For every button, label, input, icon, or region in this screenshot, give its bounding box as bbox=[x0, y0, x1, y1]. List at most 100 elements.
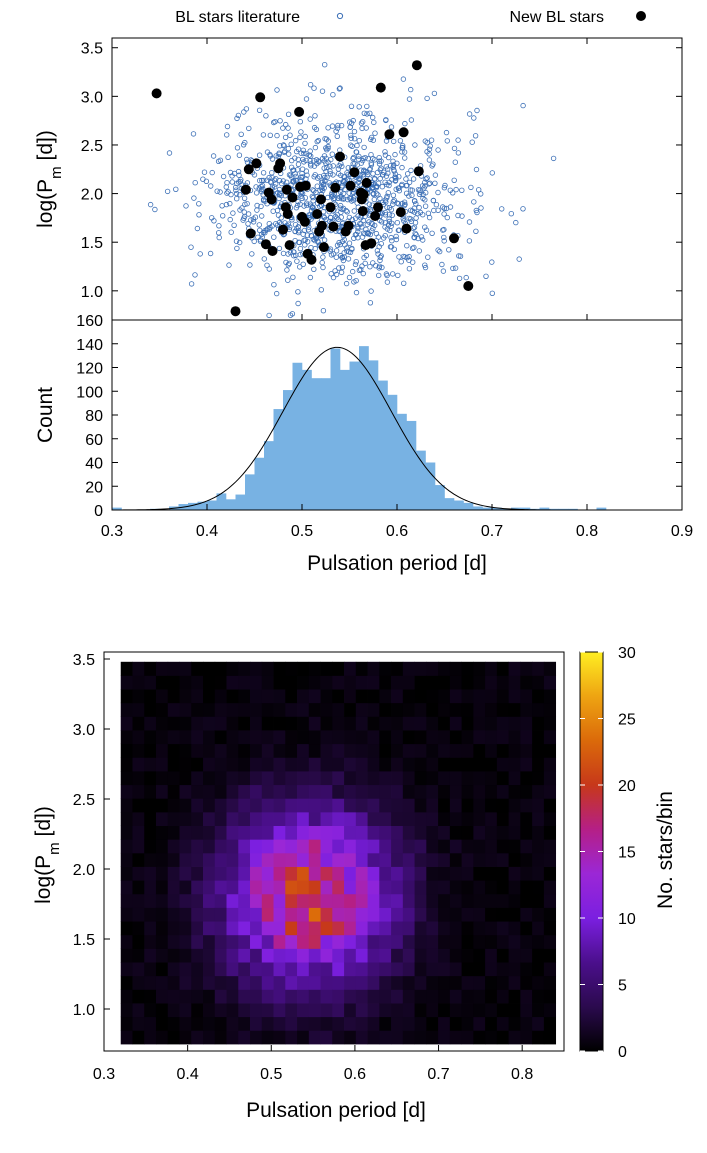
heatmap-cell bbox=[461, 757, 474, 772]
heatmap-cell bbox=[332, 975, 345, 990]
scatter-point-literature bbox=[442, 182, 448, 189]
heatmap-cell bbox=[203, 1016, 216, 1031]
heatmap-cell bbox=[344, 989, 357, 1004]
scatter-point-literature bbox=[420, 191, 426, 198]
scatter-point-literature bbox=[339, 163, 345, 170]
heatmap-cell bbox=[261, 784, 274, 799]
scatter-point-new bbox=[370, 211, 381, 221]
heatmap-cell bbox=[496, 716, 510, 731]
scatter-point-literature bbox=[320, 308, 327, 314]
scatter-point-literature bbox=[322, 174, 328, 181]
scatter-point-literature bbox=[311, 163, 318, 169]
scatter-point-literature bbox=[356, 267, 363, 273]
scatter-point-literature bbox=[351, 208, 357, 214]
scatter-point-literature bbox=[391, 167, 397, 173]
scatter-point-literature bbox=[373, 190, 380, 197]
heatmap-cell bbox=[285, 825, 298, 840]
scatter-point-literature bbox=[312, 245, 318, 252]
heatmap-cell bbox=[496, 771, 510, 786]
heatmap-cell bbox=[332, 702, 345, 717]
heatmap-cell bbox=[179, 934, 192, 949]
heatmap-cell bbox=[473, 907, 486, 922]
scatter-point-literature bbox=[370, 171, 376, 177]
scatter-point-literature bbox=[408, 167, 414, 174]
scatter-point-literature bbox=[451, 145, 458, 152]
heatmap-cell bbox=[120, 771, 133, 786]
heatmap-cell bbox=[132, 730, 145, 745]
heatmap-cell bbox=[367, 730, 380, 745]
histogram-bar bbox=[435, 485, 445, 510]
scatter-point-literature bbox=[358, 167, 364, 173]
scatter-point-literature bbox=[324, 174, 330, 180]
scatter-point-literature bbox=[309, 205, 316, 211]
heatmap-cell bbox=[155, 661, 169, 676]
scatter-point-literature bbox=[215, 230, 222, 236]
scatter-point-literature bbox=[196, 201, 202, 207]
heatmap-cell bbox=[250, 948, 263, 963]
heatmap-cell bbox=[132, 866, 145, 881]
heatmap-cell bbox=[426, 689, 439, 704]
heatmap-cell bbox=[191, 784, 204, 799]
heatmap-cell bbox=[261, 716, 274, 731]
heatmap-cell bbox=[144, 716, 157, 731]
heatmap-cell bbox=[238, 852, 251, 867]
heatmap-cell bbox=[391, 730, 404, 745]
heatmap-cell bbox=[273, 921, 286, 936]
heatmap-cell bbox=[273, 1003, 286, 1018]
heatmap-cell bbox=[191, 825, 204, 840]
heatmap-cell bbox=[308, 921, 321, 936]
heatmap-cell bbox=[532, 743, 545, 758]
heatmap-cell bbox=[438, 948, 451, 963]
scatter-point-literature bbox=[223, 184, 229, 190]
scatter-point-literature bbox=[471, 115, 477, 121]
heatmap-cell bbox=[438, 730, 451, 745]
heatmap-cell bbox=[191, 948, 204, 963]
heatmap-cell bbox=[179, 989, 192, 1004]
heatmap-cell bbox=[320, 730, 333, 745]
heatmap-cell bbox=[473, 852, 486, 867]
scatter-point-literature bbox=[323, 155, 329, 162]
heatmap-cell bbox=[167, 1003, 180, 1018]
heatmap-cell bbox=[355, 798, 368, 813]
heatmap-cell bbox=[473, 989, 486, 1004]
scatter-point-literature bbox=[473, 166, 480, 173]
scatter-point-literature bbox=[385, 170, 391, 176]
scatter-point-literature bbox=[210, 153, 217, 159]
heatmap-cell bbox=[332, 907, 345, 922]
heatmap-cell bbox=[214, 989, 227, 1004]
heatmap-cell bbox=[414, 702, 427, 717]
heatmap-cell bbox=[543, 1030, 557, 1045]
scatter-point-literature bbox=[216, 234, 222, 241]
heatmap-cell bbox=[402, 661, 415, 676]
heatmap-cell bbox=[543, 948, 557, 963]
scatter-point-literature bbox=[370, 260, 376, 266]
scatter-point-literature bbox=[410, 176, 417, 182]
heatmap-cell bbox=[449, 689, 462, 704]
scatter-point-literature bbox=[274, 222, 281, 228]
heatmap-cell bbox=[167, 798, 180, 813]
scatter-point-literature bbox=[249, 251, 255, 257]
scatter-point-literature bbox=[383, 173, 390, 179]
scatter-point-literature bbox=[300, 231, 306, 237]
heatmap-cell bbox=[120, 962, 133, 977]
scatter-point-literature bbox=[264, 226, 271, 232]
scatter-point-literature bbox=[373, 230, 380, 237]
scatter-point-literature bbox=[241, 195, 248, 201]
heatmap-cell bbox=[179, 948, 192, 963]
heatmap-cell bbox=[238, 1003, 251, 1018]
scatter-point-literature bbox=[426, 214, 433, 221]
histogram-y-tick-label: 60 bbox=[85, 432, 103, 449]
scatter-y-tick-label: 1.0 bbox=[81, 284, 103, 301]
heatmap-cell bbox=[250, 675, 263, 690]
heatmap-cell bbox=[520, 934, 533, 949]
scatter-point-literature bbox=[333, 248, 340, 254]
heatmap-cell bbox=[285, 798, 298, 813]
histogram-x-axis-label: Pulsation period [d] bbox=[307, 552, 487, 575]
heatmap-cell bbox=[344, 661, 357, 676]
heatmap-cell bbox=[132, 852, 145, 867]
scatter-point-literature bbox=[457, 253, 464, 259]
heatmap-cell bbox=[391, 743, 404, 758]
heatmap-cell bbox=[120, 730, 133, 745]
scatter-point-literature bbox=[413, 215, 419, 221]
scatter-point-literature bbox=[302, 133, 308, 140]
